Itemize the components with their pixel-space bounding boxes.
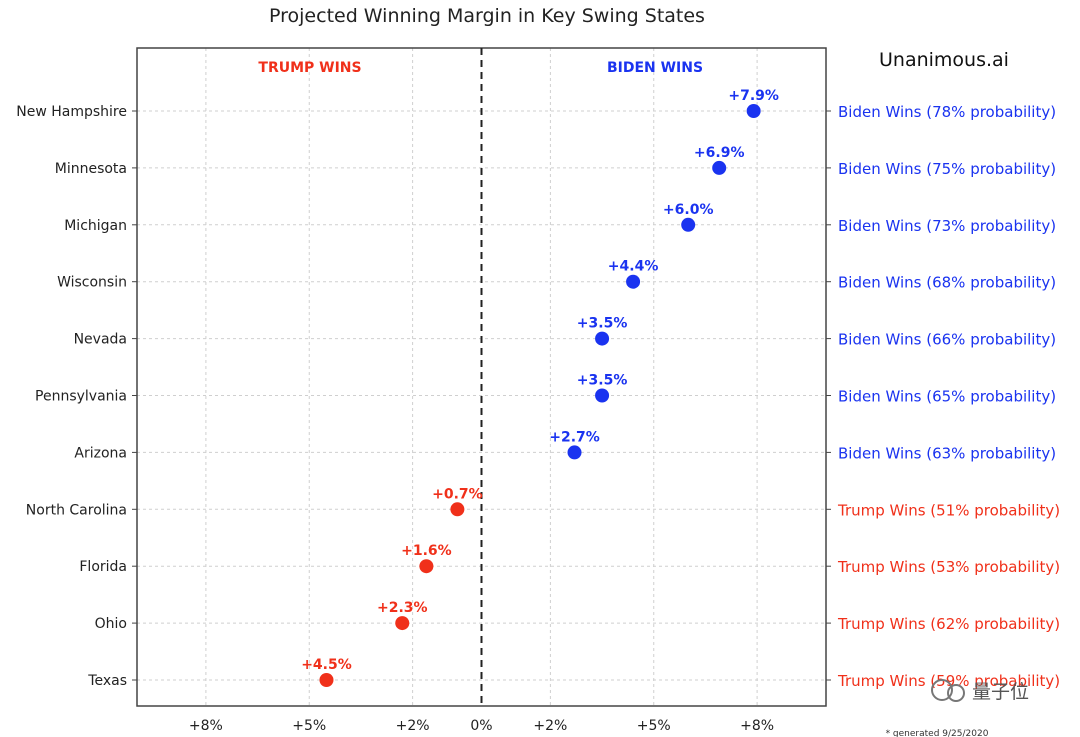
value-label: +7.9% [728,88,779,104]
state-label: Nevada [74,332,127,348]
probability-label: Trump Wins (62% probability) [837,615,1060,633]
value-label: +6.0% [663,202,714,218]
watermark-text: 量子位 [972,681,1029,703]
state-label: Michigan [64,218,127,234]
state-labels: New Hampshire Minnesota Michigan Wisconsin N… [16,104,137,689]
value-label: +0.7% [432,486,483,502]
probability-label: Trump Wins (51% probability) [837,501,1060,519]
value-label: +1.6% [401,543,452,559]
data-point [450,502,465,517]
value-label: +4.4% [608,259,659,275]
probability-labels: Biden Wins (78% probability) Biden Wins (… [826,103,1060,690]
value-label: +4.5% [301,657,352,673]
biden-wins-header: BIDEN WINS [607,60,703,76]
generated-footnote: * generated 9/25/2020 [886,729,989,737]
value-label: +3.5% [577,316,628,332]
state-label: New Hampshire [16,104,127,120]
data-point [395,616,410,631]
probability-label: Biden Wins (65% probability) [838,388,1056,406]
probability-label: Biden Wins (63% probability) [838,444,1056,462]
x-tick-label: +5% [637,718,671,734]
x-tick-label: +2% [533,718,567,734]
data-points [319,104,761,687]
state-label: Minnesota [55,161,127,177]
x-tick-label: +8% [189,718,223,734]
watermark: 量子位 [931,679,1029,703]
probability-label: Trump Wins (53% probability) [837,558,1060,576]
data-point [595,331,610,346]
value-label: +3.5% [577,373,628,389]
value-label: +2.7% [549,429,600,445]
probability-label: Biden Wins (66% probability) [838,331,1056,349]
state-label: Pennsylvania [35,389,127,405]
value-labels: +7.9% +6.9% +6.0% +4.4% +3.5% +3.5% +2.7% +0.7%… [301,88,779,673]
data-point [712,160,727,175]
data-point [681,217,696,232]
chart-title: Projected Winning Margin in Key Swing St… [269,5,705,27]
state-label: Florida [79,559,127,575]
probability-label: Biden Wins (78% probability) [838,103,1056,121]
probability-label: Biden Wins (75% probability) [838,160,1056,178]
data-point [319,673,334,687]
value-label: +2.3% [377,600,428,616]
data-point [419,559,434,574]
x-tick-label: 0% [470,718,492,734]
brand-label: Unanimous.ai [879,49,1009,71]
state-label: Wisconsin [57,275,127,291]
probability-label: Trump Wins (59% probability) [837,672,1060,690]
x-tick-label: +2% [396,718,430,734]
probability-label: Biden Wins (68% probability) [838,274,1056,292]
data-point [567,445,582,460]
x-axis-ticks: +8% +5% +2% 0% +2% +5% +8% [189,718,774,734]
x-tick-label: +5% [292,718,326,734]
x-tick-label: +8% [740,718,774,734]
data-point [595,388,610,403]
probability-label: Biden Wins (73% probability) [838,217,1056,235]
wechat-icon-bubble [947,684,965,702]
data-point [626,274,641,289]
state-label: Ohio [95,616,127,632]
state-label: North Carolina [26,502,127,518]
value-label: +6.9% [694,145,745,161]
state-label: Arizona [74,445,127,461]
wechat-icon [931,679,953,701]
data-point [746,104,761,118]
trump-wins-header: TRUMP WINS [258,60,361,76]
state-label: Texas [87,673,127,689]
